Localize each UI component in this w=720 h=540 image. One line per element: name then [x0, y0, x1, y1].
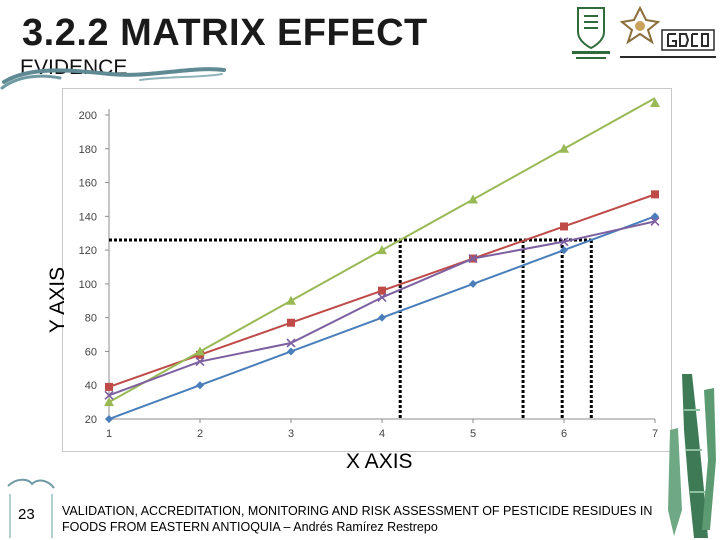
- footer-text: VALIDATION, ACCREDITATION, MONITORING AN…: [62, 504, 653, 534]
- x-tick-label: 5: [470, 428, 476, 440]
- x-tick-label: 3: [288, 428, 294, 440]
- series-lines: [104, 97, 660, 423]
- series-3-point: [104, 397, 114, 407]
- series-3-point: [377, 245, 387, 255]
- x-tick-label: 1: [106, 428, 112, 440]
- series-2-point: [105, 382, 113, 391]
- x-axis: 1 2 3 4 5 6 7: [106, 418, 658, 440]
- series-3-point: [650, 98, 660, 107]
- series-1-point: [469, 279, 477, 288]
- series-4-point: [377, 292, 387, 302]
- series-3-point: [468, 194, 478, 204]
- y-axis: 20 40 60 80 100 120 140 160 180 200: [79, 109, 110, 426]
- series-4-point: [559, 237, 569, 247]
- series-3-point: [195, 346, 205, 356]
- y-tick-label: 160: [79, 178, 97, 190]
- y-tick-label: 100: [79, 279, 97, 291]
- series-4-point: [195, 357, 205, 367]
- brush-swoosh-decoration: [0, 67, 226, 90]
- slide-number: 23: [18, 506, 35, 523]
- series-1-point: [196, 381, 204, 390]
- y-tick-label: 20: [85, 414, 97, 426]
- x-tick-label: 4: [379, 428, 385, 440]
- series-1-point: [287, 347, 295, 356]
- series-4-point: [650, 216, 660, 226]
- x-tick-label: 7: [652, 428, 658, 440]
- line-chart: 20 40 60 80 100 120 140 160 180 200 1 2 3 4 5 6 7: [79, 97, 660, 440]
- series-1-point: [560, 246, 568, 255]
- y-tick-label: 120: [79, 245, 97, 257]
- chart-frame: 20 40 60 80 100 120 140 160 180 200 1 2 3 4 5 6 7: [62, 88, 672, 452]
- y-tick-label: 140: [79, 211, 97, 223]
- series-4-point: [286, 338, 296, 348]
- series-1-point: [378, 313, 386, 322]
- series-3-point: [559, 143, 569, 153]
- y-tick-label: 40: [85, 380, 97, 392]
- series-2-point: [560, 222, 568, 231]
- x-tick-label: 6: [561, 428, 567, 440]
- series-3-point: [286, 295, 296, 305]
- y-tick-label: 60: [85, 346, 97, 358]
- slide-title: 3.2.2 MATRIX EFFECT: [22, 12, 428, 54]
- reference-guides: [109, 238, 593, 419]
- y-tick-label: 80: [85, 313, 97, 325]
- x-axis-title: X AXIS: [346, 450, 413, 473]
- y-axis-title: Y AXIS: [46, 266, 69, 334]
- series-2-point: [651, 190, 659, 199]
- series-4-point: [468, 253, 478, 264]
- series-2-point: [287, 318, 295, 327]
- series-1-point: [105, 415, 113, 423]
- gdcon-logo-icon: [619, 5, 716, 58]
- bottom-ornament-decoration: [7, 478, 55, 538]
- bamboo-decoration: [668, 374, 716, 538]
- y-tick-label: 180: [79, 144, 97, 156]
- series-2-point: [378, 286, 386, 295]
- y-tick-label: 200: [79, 110, 97, 122]
- x-tick-label: 2: [197, 428, 203, 440]
- series-4-point: [104, 390, 114, 400]
- university-seal-icon: [572, 7, 610, 59]
